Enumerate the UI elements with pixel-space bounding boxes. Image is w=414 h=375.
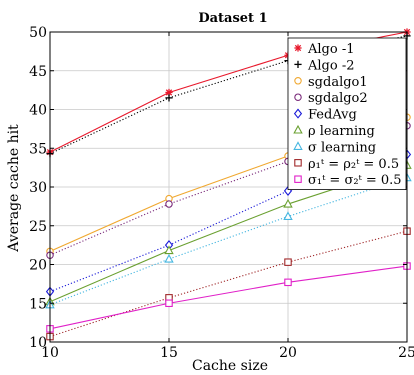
legend-marker xyxy=(294,175,302,183)
y-tick-label: 20 xyxy=(29,258,47,274)
legend-marker xyxy=(294,159,302,167)
legend-marker xyxy=(294,77,302,85)
series-line xyxy=(49,265,408,330)
legend-item: FedAvg xyxy=(293,108,357,123)
legend-marker xyxy=(294,44,302,52)
series-line xyxy=(49,125,408,256)
x-tick-label: 20 xyxy=(279,345,297,361)
series-line xyxy=(49,177,408,306)
x-tick-label: 10 xyxy=(41,345,59,361)
legend-marker xyxy=(293,141,303,150)
x-tick-label: 25 xyxy=(398,345,414,361)
legend-label: FedAvg xyxy=(308,108,357,123)
legend-label: σ₁ᵗ = σ₂ᵗ = 0.5 xyxy=(308,173,402,188)
legend-label: sgdalgo1 xyxy=(308,75,368,90)
data-point xyxy=(165,200,173,208)
y-tick-label: 40 xyxy=(29,103,47,119)
legend-item: ρ₁ᵗ = ρ₂ᵗ = 0.5 xyxy=(294,157,399,172)
legend-label: ρ learning xyxy=(308,124,375,139)
legend-item: σ learning xyxy=(293,140,376,155)
legend-item: ρ learning xyxy=(293,124,375,139)
y-tick-label: 25 xyxy=(29,219,47,235)
series-8 xyxy=(46,227,411,341)
data-point xyxy=(284,278,292,287)
x-axis-label: Cache size xyxy=(192,358,268,374)
legend-item: σ₁ᵗ = σ₂ᵗ = 0.5 xyxy=(294,173,402,188)
y-axis-label: Average cache hit xyxy=(6,124,22,253)
legend-label: Algo -2 xyxy=(307,58,355,73)
x-tick-label: 15 xyxy=(160,345,178,361)
legend-label: Algo -1 xyxy=(307,42,355,57)
axis-ticks: 10 15 20 25 10 15 20 25 30 35 40 45 50 xyxy=(29,25,414,361)
legend-marker xyxy=(294,60,302,68)
legend-label: σ learning xyxy=(308,140,376,155)
data-point xyxy=(283,211,293,220)
series-line xyxy=(49,230,408,338)
legend-item: sgdalgo2 xyxy=(294,91,368,106)
legend-label: sgdalgo2 xyxy=(308,91,368,106)
legend-marker xyxy=(293,108,303,119)
legend-item: Algo -1 xyxy=(294,42,355,57)
data-point xyxy=(165,299,173,307)
y-tick-label: 15 xyxy=(29,296,47,312)
chart-title: Dataset 1 xyxy=(198,11,267,26)
data-point xyxy=(165,94,173,102)
data-point xyxy=(284,258,292,266)
y-tick-label: 10 xyxy=(29,335,47,351)
data-point xyxy=(165,88,173,97)
legend-marker xyxy=(294,93,302,101)
y-tick-label: 30 xyxy=(29,180,47,196)
data-point xyxy=(164,245,174,255)
legend-label: ρ₁ᵗ = ρ₂ᵗ = 0.5 xyxy=(308,157,399,172)
y-tick-label: 50 xyxy=(29,25,47,41)
legend-item: sgdalgo1 xyxy=(294,75,368,90)
series-9 xyxy=(46,262,411,333)
legend-marker xyxy=(293,124,303,134)
data-point xyxy=(283,198,293,208)
legend-box xyxy=(287,37,407,191)
y-tick-label: 35 xyxy=(29,141,47,157)
y-tick-label: 45 xyxy=(29,64,47,80)
legend-item: Algo -2 xyxy=(294,58,355,73)
series-7 xyxy=(45,172,412,309)
data-point xyxy=(164,253,174,263)
